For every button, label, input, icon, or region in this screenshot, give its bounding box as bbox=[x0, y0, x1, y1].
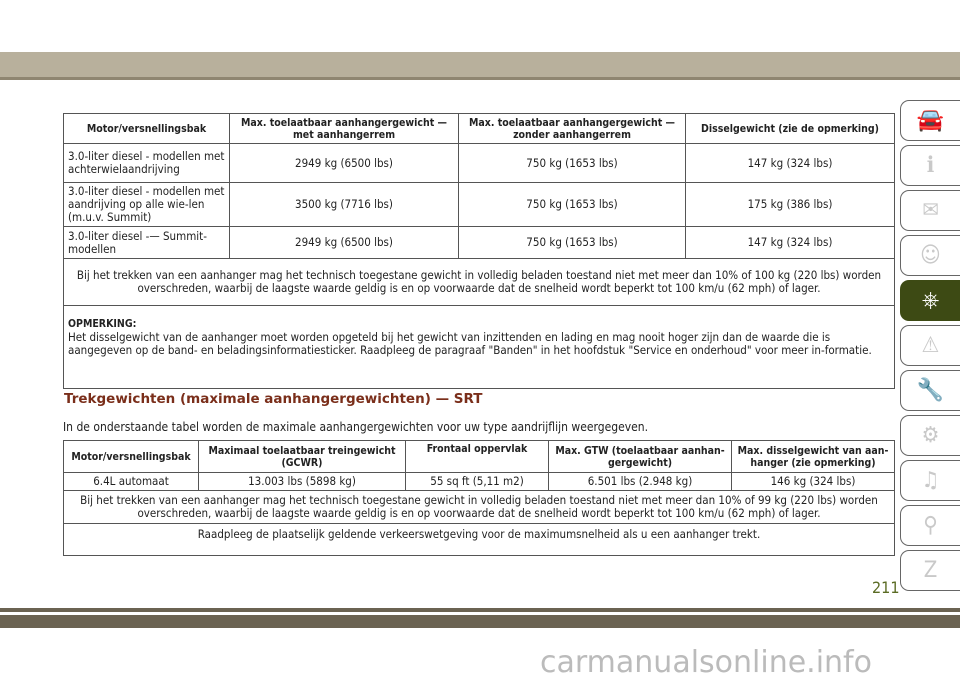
tab-airbag-seat[interactable]: ☺ bbox=[900, 235, 960, 276]
car-warning-icon: ⚠ bbox=[921, 333, 940, 358]
note-cell: Bij het trekken van een aanhanger mag he… bbox=[63, 258, 895, 306]
cell: 147 kg (324 lbs) bbox=[685, 143, 895, 183]
index-search-icon: Z bbox=[923, 558, 938, 583]
airbag-seat-icon: ☺ bbox=[920, 243, 941, 268]
cell: 175 kg (386 lbs) bbox=[685, 182, 895, 227]
section-heading: Trekgewichten (maximale aanhangergewicht… bbox=[64, 391, 483, 407]
remark-cell: OPMERKING: Het disselgewicht van de aanh… bbox=[63, 305, 895, 389]
cell: 6.501 lbs (2.948 kg) bbox=[548, 472, 732, 491]
intro-text: In de onderstaande tabel worden de maxim… bbox=[63, 420, 649, 434]
col-header: Motor/versnellingsbak bbox=[63, 113, 230, 144]
cell: 13.003 lbs (5898 kg) bbox=[198, 472, 406, 491]
footer-bar bbox=[0, 612, 960, 628]
col-header: Motor/versnellingsbak bbox=[63, 440, 199, 473]
towing-table-srt: Motor/versnellingsbak Maximaal toelaatba… bbox=[63, 440, 895, 556]
cell: 146 kg (324 lbs) bbox=[731, 472, 895, 491]
tab-car-search[interactable]: 🚘 bbox=[900, 100, 960, 141]
towing-table-diesel: Motor/versnellingsbak Max. toelaatbaar a… bbox=[63, 113, 895, 389]
cell: 3.0-liter diesel - modellen met aandrijv… bbox=[63, 182, 230, 227]
col-header: Maximaal toelaatbaar treingewicht (GCWR) bbox=[198, 440, 406, 473]
page-number: 211 bbox=[872, 578, 900, 597]
cell: 55 sq ft (5,11 m2) bbox=[405, 472, 549, 491]
table-row: 3.0-liter diesel - modellen met achterwi… bbox=[63, 143, 895, 183]
tab-car-warning[interactable]: ⚠ bbox=[900, 325, 960, 366]
cell: 2949 kg (6500 lbs) bbox=[229, 226, 459, 259]
cell: 3500 kg (7716 lbs) bbox=[229, 182, 459, 227]
tab-search[interactable]: ⚲ bbox=[900, 505, 960, 546]
watermark: carmanualsonline.info bbox=[540, 645, 872, 680]
remark-title: OPMERKING: bbox=[68, 318, 137, 330]
cell: 3.0-liter diesel - modellen met achterwi… bbox=[63, 143, 230, 183]
cell: 3.0-liter diesel -— Summit-modellen bbox=[63, 226, 230, 259]
col-header: Max. disselgewicht van aan-hanger (zie o… bbox=[731, 440, 895, 473]
tab-list-gears[interactable]: ⚙ bbox=[900, 415, 960, 456]
note-cell: Raadpleeg de plaatselijk geldende verkee… bbox=[63, 523, 895, 556]
car-search-icon: 🚘 bbox=[916, 108, 945, 133]
cell: 750 kg (1653 lbs) bbox=[458, 226, 686, 259]
cell: 6.4L automaat bbox=[63, 472, 199, 491]
key-steering-wheel-icon: ⎈ bbox=[921, 288, 940, 313]
tab-light-message[interactable]: ✉ bbox=[900, 190, 960, 231]
table-row: 6.4L automaat 13.003 lbs (5898 kg) 55 sq… bbox=[63, 472, 895, 491]
remark-text: Het disselgewicht van de aanhanger moet … bbox=[68, 330, 872, 357]
multimedia-icon: ♫ bbox=[921, 468, 940, 493]
note-cell: Bij het trekken van een aanhanger mag he… bbox=[63, 490, 895, 524]
cell: 147 kg (324 lbs) bbox=[685, 226, 895, 259]
car-wrench-icon: 🔧 bbox=[916, 378, 945, 403]
col-header: Frontaal oppervlak bbox=[405, 440, 549, 473]
tab-index[interactable]: Z bbox=[900, 550, 960, 591]
car-info-icon: ℹ bbox=[926, 153, 935, 178]
cell: 750 kg (1653 lbs) bbox=[458, 182, 686, 227]
tab-multimedia[interactable]: ♫ bbox=[900, 460, 960, 501]
search-icon: ⚲ bbox=[923, 513, 938, 538]
cell: 2949 kg (6500 lbs) bbox=[229, 143, 459, 183]
tab-key-steering-wheel[interactable]: ⎈ bbox=[900, 280, 960, 321]
table-row: 3.0-liter diesel -— Summit-modellen 2949… bbox=[63, 226, 895, 259]
list-gears-icon: ⚙ bbox=[921, 423, 940, 448]
chapter-tabs: 🚘 ℹ ✉ ☺ ⎈ ⚠ 🔧 ⚙ ♫ ⚲ Z bbox=[900, 100, 960, 595]
tab-car-info[interactable]: ℹ bbox=[900, 145, 960, 186]
col-header: Max. toelaatbaar aanhangergewicht — met … bbox=[229, 113, 459, 144]
col-header: Disselgewicht (zie de opmerking) bbox=[685, 113, 895, 144]
table-row: 3.0-liter diesel - modellen met aandrijv… bbox=[63, 182, 895, 227]
header-bar bbox=[0, 52, 960, 80]
col-header: Max. toelaatbaar aanhangergewicht — zond… bbox=[458, 113, 686, 144]
light-message-icon: ✉ bbox=[922, 198, 939, 223]
col-header: Max. GTW (toelaatbaar aanhan-gergewicht) bbox=[548, 440, 732, 473]
tab-car-wrench[interactable]: 🔧 bbox=[900, 370, 960, 411]
cell: 750 kg (1653 lbs) bbox=[458, 143, 686, 183]
